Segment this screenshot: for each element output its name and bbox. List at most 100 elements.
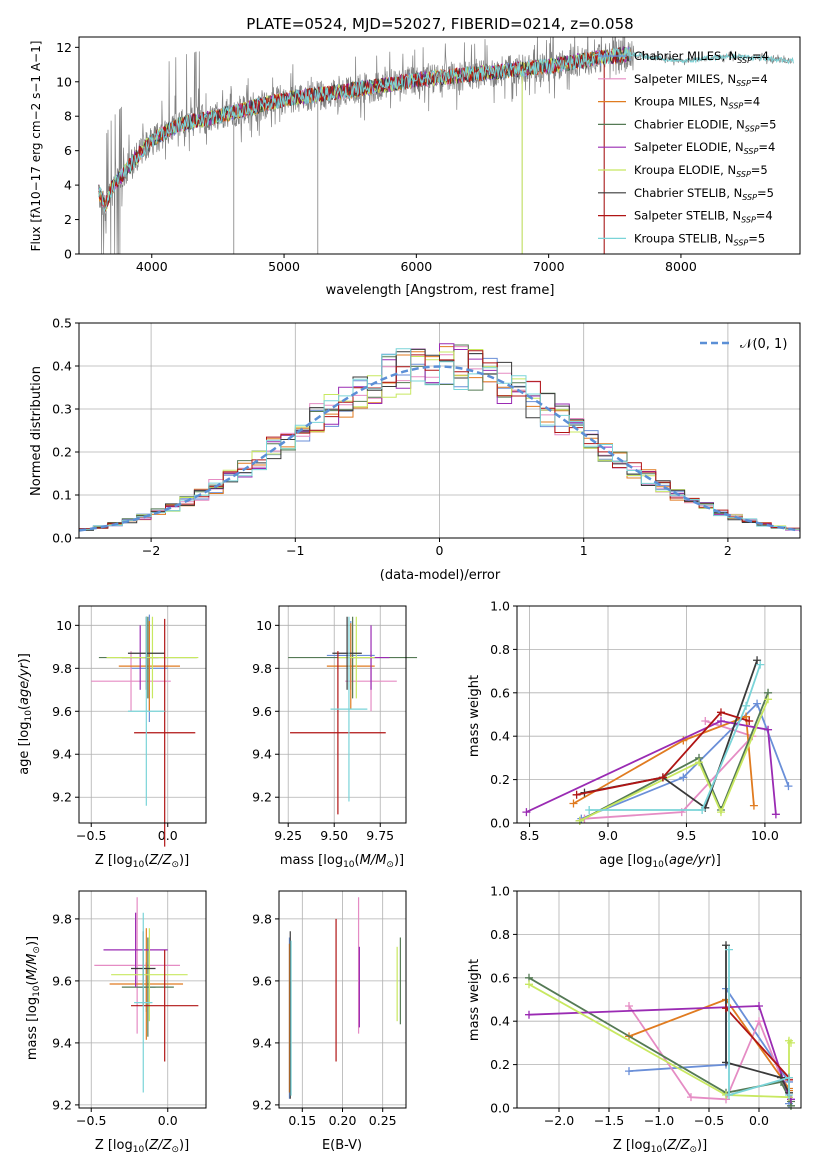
x-tick-label: 0.25 bbox=[369, 1113, 397, 1128]
x-tick-label: 5000 bbox=[268, 259, 300, 274]
x-tick-label: 7000 bbox=[533, 259, 565, 274]
weight-line-salpeter-elodie bbox=[526, 720, 777, 815]
residual-xlabel: (data-model)/error bbox=[380, 568, 501, 583]
y-tick-label: 9.8 bbox=[52, 911, 72, 926]
mass-vs-Z-panel: −0.5 0.0 9.2 9.4 9.6 9.8 bbox=[52, 890, 207, 1128]
y-tick-label: 10 bbox=[56, 618, 72, 633]
weight-marker bbox=[742, 701, 751, 710]
weight-marker bbox=[572, 790, 581, 799]
mass-vs-EBV-marks bbox=[288, 897, 401, 1099]
y-tick-label: 2 bbox=[64, 212, 72, 227]
weight-marker bbox=[725, 945, 733, 954]
age-vs-Z-panel: −0.5 0.0 9.2 9.4 9.6 9.8 10 bbox=[52, 605, 207, 847]
weight-marker bbox=[784, 782, 793, 791]
weight-marker bbox=[755, 1002, 763, 1011]
y-tick-label: 4 bbox=[64, 178, 72, 193]
axis-labels-lower: Z [log10(Z/Z⊙)] age [log10(age/yr)] mass… bbox=[17, 653, 721, 1155]
y-tick-label: 0.2 bbox=[490, 1057, 510, 1072]
weight-line-chabrier-elodie bbox=[528, 977, 792, 1106]
model-line-kroupa-stelib bbox=[98, 46, 794, 213]
weight-marker bbox=[716, 717, 725, 726]
x-tick-label: 9.0 bbox=[598, 828, 618, 843]
x-tick-label: −0.5 bbox=[76, 828, 106, 843]
weight-line-salpeter-stelib bbox=[576, 711, 750, 796]
age-vs-Z-frame bbox=[78, 605, 207, 824]
residual-ylabel: Normed distribution bbox=[29, 366, 44, 496]
weight-marker bbox=[679, 773, 688, 782]
y-tick-label: 1.0 bbox=[490, 599, 510, 614]
age-z-xlabel: Z [log10(Z/Z⊙)] bbox=[95, 853, 189, 870]
residual-frame bbox=[78, 322, 801, 539]
age-mass-xlabel: mass [log10(M/M⊙)] bbox=[280, 853, 404, 870]
mass-vs-Z-frame bbox=[78, 890, 207, 1109]
weight-line-chabrier-miles bbox=[580, 701, 790, 820]
legend-entry: Chabrier STELIB, NSSP=5 bbox=[634, 186, 774, 202]
y-tick-label: 1.0 bbox=[490, 884, 510, 899]
mass-vs-EBV-panel: 0.15 0.20 0.25 9.2 9.4 9.6 9.8 bbox=[252, 890, 407, 1128]
y-tick-label: 0.4 bbox=[490, 1014, 510, 1029]
x-tick-label: −0.5 bbox=[694, 1113, 724, 1128]
y-tick-label: 12 bbox=[56, 40, 72, 55]
x-tick-label: 0.0 bbox=[158, 828, 178, 843]
weight-z-ylabel: mass weight bbox=[467, 959, 482, 1041]
hist-kroupa-stelib bbox=[79, 348, 800, 530]
legend-entry: Salpeter STELIB, NSSP=4 bbox=[634, 209, 773, 225]
weight-marker bbox=[716, 708, 725, 717]
weight-marker bbox=[525, 1010, 533, 1019]
weight-marker bbox=[722, 941, 730, 950]
spectrum-legend: Chabrier MILES, NSSP=4 Salpeter MILES, NS… bbox=[598, 49, 776, 247]
y-tick-label: 0.6 bbox=[490, 685, 510, 700]
x-tick-label: 1 bbox=[580, 543, 588, 558]
weight-marker bbox=[787, 1038, 795, 1047]
weight-marker bbox=[745, 717, 754, 726]
age-vs-mass-frame bbox=[278, 605, 407, 824]
weight-marker bbox=[658, 773, 667, 782]
mass-vs-EBV-frame bbox=[278, 890, 407, 1109]
age-vs-mass-panel: 9.25 9.50 9.75 9.2 9.4 9.6 9.8 10 bbox=[252, 605, 418, 843]
spectrum-ylabel: Flux [fλ10−17 erg cm−2 s−1 A−1] bbox=[29, 41, 43, 252]
weight-marker bbox=[755, 1017, 763, 1026]
weight-marker bbox=[522, 808, 531, 817]
weight-marker bbox=[725, 1090, 733, 1099]
weight-vs-age-marks bbox=[522, 656, 793, 825]
weight-line-kroupa-stelib bbox=[589, 664, 762, 811]
weight-marker bbox=[785, 1073, 793, 1082]
weight-marker bbox=[687, 1093, 695, 1102]
y-tick-label: 0.1 bbox=[52, 488, 72, 503]
weight-line-kroupa-elodie bbox=[579, 698, 769, 822]
y-tick-label: 6 bbox=[64, 143, 72, 158]
weight-marker bbox=[771, 810, 780, 819]
x-tick-label: 8000 bbox=[665, 259, 697, 274]
weight-z-xlabel: Z [log10(Z/Z⊙)] bbox=[613, 1138, 707, 1155]
weight-marker bbox=[625, 1002, 633, 1011]
x-tick-label: 0.0 bbox=[158, 1113, 178, 1128]
x-tick-label: −1.0 bbox=[644, 1113, 674, 1128]
y-tick-label: 0.2 bbox=[52, 445, 72, 460]
weight-age-ylabel: mass weight bbox=[467, 675, 482, 757]
x-tick-label: 10.0 bbox=[751, 828, 779, 843]
y-tick-label: 0.0 bbox=[52, 531, 72, 546]
weight-vs-age-frame bbox=[516, 605, 802, 824]
y-tick-label: 0.8 bbox=[490, 642, 510, 657]
y-tick-label: 0.2 bbox=[490, 772, 510, 787]
y-tick-label: 9.6 bbox=[52, 704, 72, 719]
legend-entry: Salpeter ELODIE, NSSP=4 bbox=[634, 140, 775, 156]
legend-entry: Kroupa MILES, NSSP=4 bbox=[634, 95, 760, 111]
y-tick-label: 0.4 bbox=[52, 359, 72, 374]
y-tick-label: 9.2 bbox=[52, 1097, 72, 1112]
weight-line-chabrier-elodie bbox=[579, 692, 769, 822]
weight-vs-age-panel: 8.5 9.0 9.5 10.0 0.0 0.2 0.4 0.6 0.8 1.0 bbox=[490, 599, 802, 843]
legend-entry: Kroupa STELIB, NSSP=5 bbox=[634, 231, 765, 247]
weight-marker bbox=[749, 801, 758, 810]
legend-entry: Chabrier MILES, NSSP=4 bbox=[634, 49, 769, 65]
weight-vs-Z-marks bbox=[525, 941, 795, 1110]
legend-entry: Chabrier ELODIE, NSSP=5 bbox=[634, 117, 776, 133]
mass-ebv-xlabel: E(B-V) bbox=[322, 1138, 362, 1153]
y-tick-label: 0.0 bbox=[490, 1101, 510, 1116]
weight-marker bbox=[698, 805, 707, 814]
y-tick-label: 9.2 bbox=[52, 790, 72, 805]
weight-marker bbox=[785, 1090, 793, 1099]
weight-age-xlabel: age [log10(age/yr)] bbox=[599, 853, 721, 870]
spectrum-frame bbox=[78, 36, 801, 255]
